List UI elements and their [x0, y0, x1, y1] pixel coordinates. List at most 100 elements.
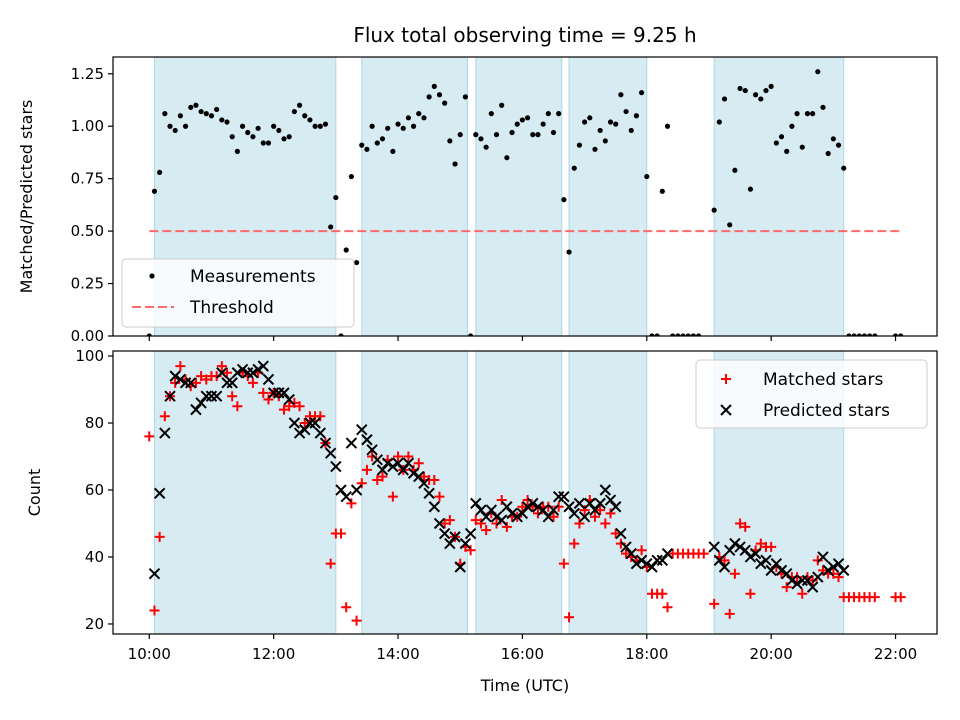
matched-star-point: [517, 501, 528, 512]
matched-star-point: [429, 474, 440, 485]
matched-star-point: [636, 545, 647, 556]
matched-star-point: [869, 592, 880, 603]
measurement-point: [545, 111, 551, 117]
predicted-star-point: [739, 544, 751, 556]
matched-star-point: [496, 495, 507, 506]
matched-star-point: [144, 431, 155, 442]
predicted-star-point: [309, 417, 321, 429]
top-legend: Measurements Threshold: [121, 258, 355, 328]
matched-star-point: [361, 464, 372, 475]
matched-star-point: [792, 572, 803, 583]
predicted-star-point: [387, 460, 399, 473]
matched-star-point: [351, 615, 362, 626]
predicted-star-point: [495, 514, 508, 526]
observing-window: [361, 350, 468, 635]
y-tick-label: 0.25: [71, 275, 104, 293]
matched-star-point: [393, 451, 404, 462]
matched-star-point: [247, 377, 258, 388]
measurement-point: [514, 121, 520, 127]
predicted-star-point: [267, 387, 280, 399]
measurement-point: [856, 333, 862, 336]
measurement-point: [219, 117, 225, 123]
chart-title: Flux total observing time = 9.25 h: [353, 23, 696, 47]
matched-star-point: [227, 391, 238, 402]
measurement-point: [447, 138, 453, 144]
measurement-point: [328, 224, 334, 230]
predicted-star-point: [350, 484, 363, 496]
measurement-point: [260, 140, 266, 146]
measurement-point: [338, 333, 344, 336]
predicted-star-point: [635, 554, 648, 567]
measurement-point: [851, 333, 857, 336]
predicted-star-point: [584, 497, 596, 510]
measurement-point: [271, 123, 277, 129]
predicted-star-point: [459, 537, 472, 550]
measurement-point: [442, 100, 448, 106]
predicted-star-point: [801, 574, 814, 587]
matched-star-point: [377, 471, 388, 482]
matched-star-point: [600, 518, 611, 529]
measurement-point: [587, 115, 593, 121]
predicted-star-point: [812, 571, 824, 583]
matched-star-point: [817, 565, 828, 576]
y-tick-label: 1.25: [71, 65, 104, 83]
measurement-point: [182, 123, 189, 129]
measurement-point: [556, 111, 562, 117]
y-tick-label: 0.50: [71, 222, 104, 240]
measurement-point: [473, 132, 479, 138]
measurement-point: [421, 115, 427, 121]
y-axis-label: Matched/Predicted stars: [17, 100, 36, 294]
measurement-point: [675, 333, 681, 336]
measurement-point: [265, 140, 272, 146]
matched-star-point: [605, 508, 616, 519]
matched-star-point: [232, 401, 243, 412]
predicted-star-point: [589, 504, 601, 516]
measurement-point: [550, 129, 557, 136]
top-plot-area: [146, 69, 904, 336]
predicted-star-point: [749, 547, 762, 560]
measurement-point: [488, 111, 494, 117]
y-tick-label: 60: [85, 481, 104, 499]
predicted-star-point: [444, 537, 456, 550]
predicted-star-point: [641, 557, 653, 570]
legend-label: Matched stars: [763, 370, 883, 390]
predicted-star-point: [485, 504, 498, 516]
x-tick-label: 16:00: [501, 645, 544, 663]
predicted-star-point: [537, 504, 549, 516]
measurement-point: [509, 129, 515, 136]
matched-star-point: [740, 521, 751, 532]
predicted-star-point: [527, 497, 539, 510]
measurement-point: [659, 188, 665, 194]
predicted-star-point: [216, 367, 228, 379]
measurement-point: [359, 142, 365, 148]
predicted-star-point: [464, 527, 477, 540]
predicted-star-point: [594, 497, 606, 510]
predicted-star-point: [392, 457, 404, 469]
predicted-star-point: [490, 511, 503, 523]
measurement-point: [835, 142, 842, 148]
predicted-star-point: [827, 561, 840, 573]
matched-star-point: [491, 518, 502, 529]
predicted-star-point: [646, 561, 658, 573]
predicted-star-point: [330, 460, 342, 473]
measurement-point: [804, 111, 811, 117]
matched-star-point: [553, 501, 564, 512]
matched-star-point: [698, 548, 709, 559]
y-tick-label: 80: [85, 414, 104, 432]
measurement-point: [172, 127, 178, 134]
x-tick-label: 14:00: [376, 645, 419, 663]
predicted-star-point: [345, 437, 358, 449]
matched-star-point: [621, 548, 632, 559]
predicted-star-point: [299, 423, 311, 436]
matched-star-point: [196, 371, 207, 382]
matched-star-point: [755, 538, 766, 549]
measurement-point: [312, 123, 318, 129]
measurement-point: [602, 138, 608, 144]
predicted-star-point: [185, 377, 197, 389]
matched-star-point: [299, 418, 310, 429]
measurement-point: [499, 102, 505, 108]
matched-star-point: [284, 401, 295, 412]
legend-marker-predicted: [720, 404, 732, 416]
measurement-point: [867, 333, 873, 336]
measurement-point: [405, 115, 411, 121]
